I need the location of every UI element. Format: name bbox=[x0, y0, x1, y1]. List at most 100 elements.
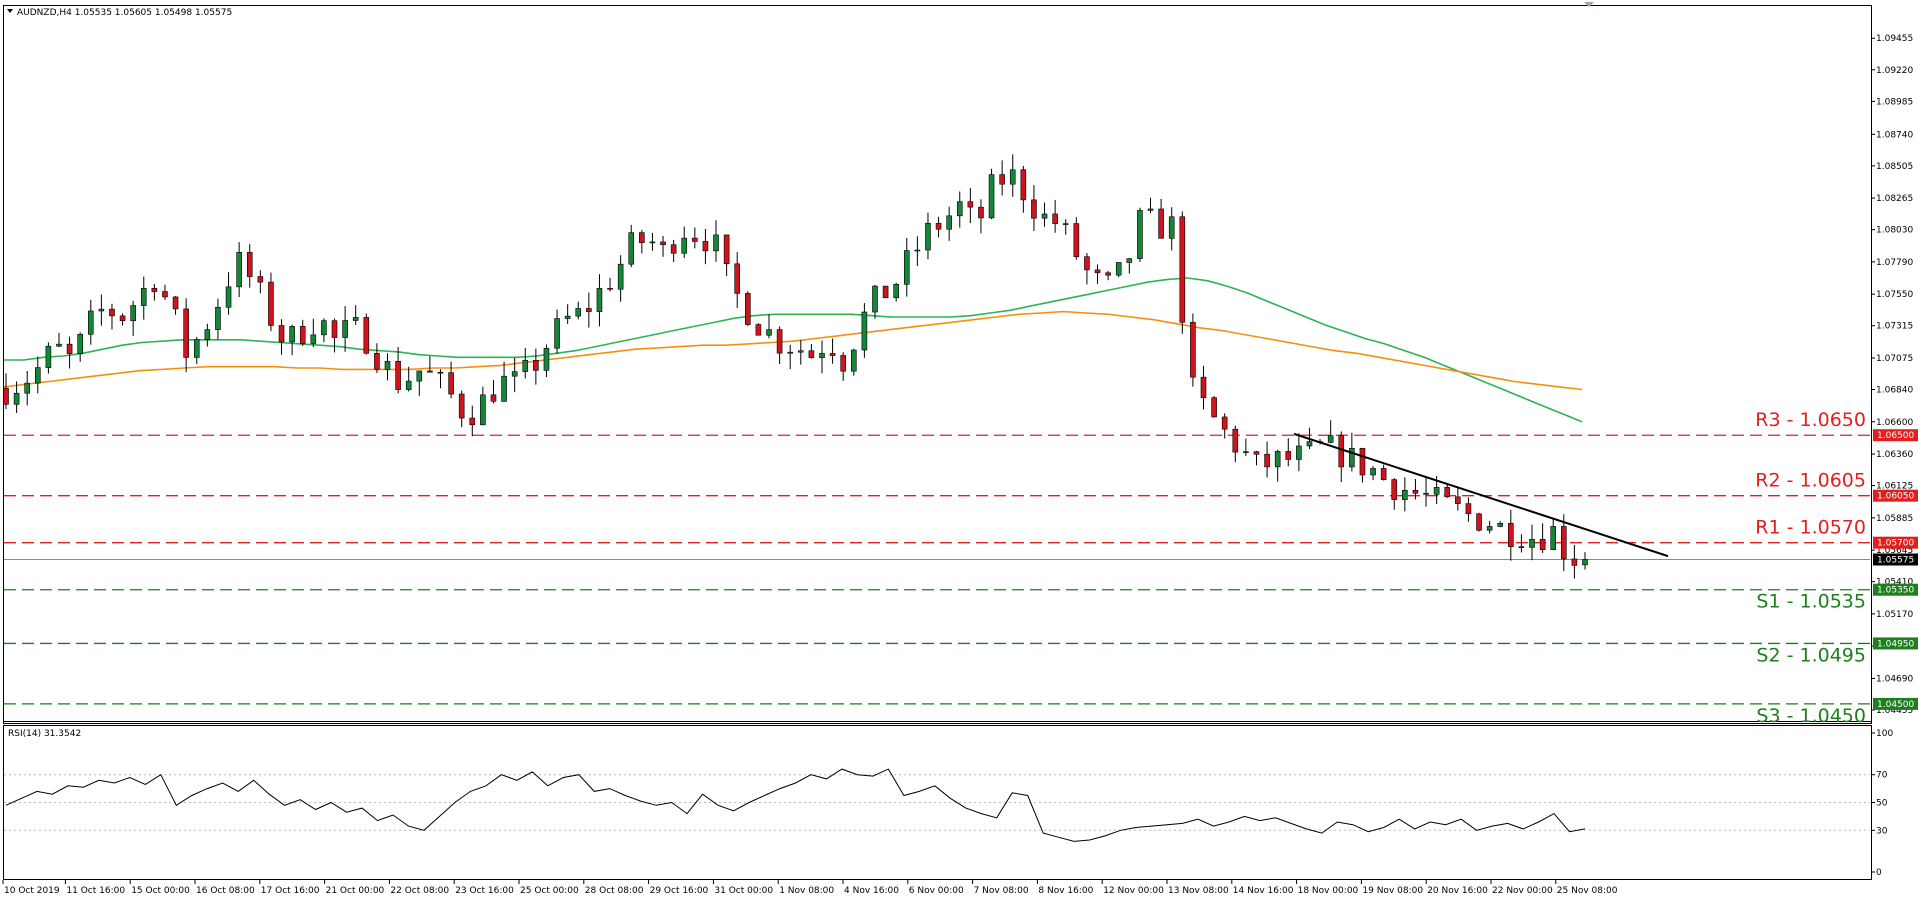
candle bbox=[437, 369, 444, 389]
price-tick-label: 1.05170 bbox=[1876, 610, 1913, 620]
candle-body bbox=[321, 320, 327, 336]
candle bbox=[469, 405, 476, 437]
candle-body bbox=[257, 276, 264, 283]
candle-body bbox=[342, 320, 348, 338]
price-tick-label: 1.09455 bbox=[1876, 34, 1913, 44]
candle bbox=[299, 319, 306, 346]
candle bbox=[151, 283, 158, 301]
candle bbox=[766, 314, 772, 339]
level-price-tag-label: 1.06500 bbox=[1877, 431, 1914, 441]
candle bbox=[1529, 524, 1535, 561]
candle-body bbox=[490, 394, 497, 402]
candle-body bbox=[554, 318, 560, 349]
triangle-down-icon[interactable] bbox=[7, 9, 13, 13]
level-label: S2 - 1.0495 bbox=[1756, 644, 1866, 666]
moving-averages bbox=[3, 277, 1583, 423]
candle bbox=[564, 304, 571, 324]
level-price-tag-label: 1.05350 bbox=[1877, 586, 1914, 596]
candle bbox=[1412, 479, 1419, 500]
candle bbox=[978, 199, 984, 234]
candle bbox=[660, 236, 666, 257]
candle bbox=[1380, 464, 1387, 481]
time-tick-label: 10 Oct 2019 bbox=[4, 886, 60, 896]
trendline-layer bbox=[1293, 432, 1669, 558]
candle bbox=[946, 206, 952, 241]
candle-body bbox=[755, 324, 762, 336]
candle-body bbox=[278, 325, 285, 343]
candle bbox=[395, 347, 401, 394]
candle-body bbox=[98, 308, 105, 312]
candle-body bbox=[1359, 447, 1366, 476]
candle-body bbox=[151, 287, 158, 292]
time-tick-label: 8 Nov 16:00 bbox=[1038, 886, 1093, 896]
time-tick-label: 13 Nov 08:00 bbox=[1168, 886, 1229, 896]
candle-body bbox=[1031, 199, 1037, 219]
candle bbox=[236, 242, 242, 298]
candle bbox=[13, 381, 20, 413]
candle-body bbox=[1497, 522, 1504, 527]
candle-body bbox=[3, 387, 9, 405]
candle bbox=[829, 338, 836, 364]
candle bbox=[87, 299, 94, 345]
candle-body bbox=[1550, 526, 1557, 550]
candle bbox=[1455, 486, 1461, 511]
candle-body bbox=[395, 360, 401, 390]
candle bbox=[713, 220, 719, 262]
price-tick-label: 1.07550 bbox=[1876, 290, 1913, 300]
chart-header-label: AUDNZD,H4 1.05535 1.05605 1.05498 1.0557… bbox=[17, 8, 232, 18]
candle-body bbox=[1518, 546, 1525, 548]
candle bbox=[289, 324, 295, 356]
price-tick-label: 1.09220 bbox=[1876, 66, 1913, 76]
time-tick-label: 21 Oct 00:00 bbox=[326, 886, 385, 896]
candle bbox=[405, 366, 412, 392]
time-axis: 10 Oct 2019 11 Oct 16:00 15 Oct 00:00 16 Oc… bbox=[2, 880, 1618, 896]
candle-body bbox=[34, 367, 41, 384]
chart-shift-marker-icon[interactable] bbox=[1584, 2, 1594, 7]
candle-body bbox=[183, 308, 189, 358]
candle-body bbox=[1253, 451, 1260, 455]
level-label: R2 - 1.0605 bbox=[1755, 470, 1866, 492]
candle-body bbox=[797, 350, 804, 353]
candle-body bbox=[1073, 223, 1080, 258]
candle bbox=[1497, 521, 1504, 528]
price-tick-label: 1.08030 bbox=[1876, 226, 1913, 236]
price-tick-label: 1.07790 bbox=[1876, 258, 1913, 268]
candle-body bbox=[1285, 451, 1292, 460]
time-tick-label: 6 Nov 00:00 bbox=[909, 886, 964, 896]
candle bbox=[1476, 512, 1482, 532]
candle bbox=[850, 348, 857, 376]
candle-body bbox=[1168, 216, 1175, 239]
rsi-line bbox=[5, 768, 1586, 842]
price-tick-label: 1.07075 bbox=[1876, 354, 1913, 364]
level-price-tag bbox=[1873, 583, 1918, 596]
candle-body bbox=[469, 417, 476, 426]
candle bbox=[1137, 207, 1143, 263]
candle bbox=[225, 272, 232, 315]
candle bbox=[1041, 202, 1048, 227]
candle bbox=[1264, 441, 1270, 478]
candle bbox=[1561, 514, 1567, 572]
rsi-tick-label: 0 bbox=[1876, 868, 1882, 878]
candle-body bbox=[13, 392, 20, 405]
candle bbox=[681, 226, 688, 258]
candle bbox=[1465, 497, 1472, 522]
candle bbox=[808, 344, 815, 359]
price-tick-label: 1.08265 bbox=[1876, 194, 1913, 204]
level-label: R3 - 1.0650 bbox=[1755, 409, 1866, 431]
candle-body bbox=[893, 283, 899, 299]
candle bbox=[1285, 438, 1292, 467]
candle-body bbox=[1349, 447, 1355, 468]
candle bbox=[1571, 545, 1578, 579]
candle-body bbox=[204, 329, 211, 340]
candle-body bbox=[903, 250, 910, 285]
level-price-tag-label: 1.04950 bbox=[1877, 639, 1914, 649]
candle bbox=[925, 212, 931, 260]
candle bbox=[1423, 477, 1429, 507]
candle bbox=[45, 342, 52, 374]
candle-body bbox=[564, 315, 571, 319]
candle-body bbox=[713, 234, 719, 252]
candle-body bbox=[988, 174, 995, 219]
candle bbox=[342, 306, 348, 352]
